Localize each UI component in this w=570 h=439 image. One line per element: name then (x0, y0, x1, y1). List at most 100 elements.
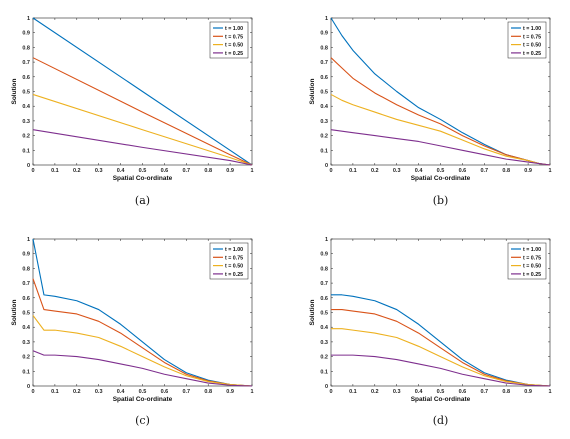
series-line-4 (331, 354, 551, 387)
legend-label: t = 0.25 (523, 51, 541, 57)
subfigure-caption: (d) (433, 414, 449, 427)
y-axis-label: Solution (11, 78, 18, 104)
legend-label: t = 0.50 (523, 43, 541, 49)
x-tick-label: 1 (250, 389, 253, 395)
x-tick-label: 1 (548, 389, 551, 395)
y-tick-label: 0.9 (22, 31, 30, 37)
x-tick-label: 0 (31, 389, 34, 395)
x-axis-label: Spatial Co-ordinate (113, 396, 173, 403)
y-tick-label: 0.8 (22, 266, 30, 272)
y-tick-label: 0 (27, 163, 30, 169)
x-tick-label: 1 (548, 168, 551, 174)
legend-label: t = 0.75 (225, 34, 243, 40)
y-tick-label: 0.1 (22, 369, 30, 375)
x-tick-label: 0.7 (182, 389, 190, 395)
x-tick-label: 0.3 (95, 168, 103, 174)
legend-label: t = 0.50 (225, 264, 243, 270)
legend: t = 1.00 t = 0.75 t = 0.50 t = 0.25 (209, 242, 249, 280)
x-tick-label: 0.8 (204, 168, 212, 174)
series-line-2 (32, 278, 253, 387)
x-axis-label: Spatial Co-ordinate (411, 175, 471, 182)
legend-label: t = 0.75 (225, 255, 243, 261)
y-tick-label: 0.5 (320, 311, 328, 317)
x-tick-label: 0.6 (459, 389, 467, 395)
x-tick-label: 0 (31, 168, 34, 174)
y-axis-label: Solution (309, 78, 316, 104)
y-tick-label: 0.2 (22, 134, 30, 140)
y-tick-label: 0.3 (22, 340, 30, 346)
chart-panel-2: 0 0.1 0.2 0.3 0.4 0.5 0.6 0.7 0.8 0.9 1 0 0.1 0.2 0.3 0… (309, 16, 552, 207)
y-tick-label: 0.4 (320, 325, 329, 331)
x-tick-label: 0.2 (73, 389, 81, 395)
y-tick-label: 0.2 (320, 134, 328, 140)
y-tick-label: 0.5 (22, 311, 30, 317)
x-tick-label: 0.7 (480, 389, 488, 395)
y-tick-label: 0.8 (320, 45, 328, 51)
x-tick-label: 1 (250, 168, 253, 174)
x-tick-label: 0.8 (502, 389, 510, 395)
legend-label: t = 0.50 (225, 43, 243, 49)
y-tick-label: 0 (325, 163, 328, 169)
y-axis-label: Solution (309, 299, 316, 325)
y-tick-label: 0.5 (22, 90, 30, 96)
x-tick-label: 0.2 (73, 168, 81, 174)
y-tick-label: 0.4 (22, 104, 31, 110)
y-tick-label: 0.3 (22, 119, 30, 125)
y-tick-label: 0.6 (22, 296, 30, 302)
legend: t = 1.00 t = 0.75 t = 0.50 t = 0.25 (507, 242, 547, 280)
legend-label: t = 0.25 (523, 272, 541, 278)
x-tick-label: 0.4 (415, 168, 424, 174)
legend: t = 1.00 t = 0.75 t = 0.50 t = 0.25 (507, 21, 547, 59)
y-tick-label: 0 (27, 384, 30, 390)
x-axis-label: Spatial Co-ordinate (113, 175, 173, 182)
x-tick-label: 0.6 (459, 168, 467, 174)
x-tick-label: 0.5 (139, 168, 147, 174)
y-tick-label: 0 (325, 384, 328, 390)
legend-label: t = 1.00 (523, 26, 541, 32)
y-tick-label: 0.1 (320, 369, 328, 375)
legend-label: t = 1.00 (225, 26, 243, 32)
legend-label: t = 0.25 (225, 51, 243, 57)
x-tick-label: 0.3 (393, 389, 401, 395)
legend: t = 1.00 t = 0.75 t = 0.50 t = 0.25 (209, 21, 249, 59)
y-tick-label: 0.2 (320, 355, 328, 361)
x-tick-label: 0.9 (524, 389, 532, 395)
y-tick-label: 0.1 (320, 148, 328, 154)
series-line-4 (32, 350, 253, 387)
x-tick-label: 0.9 (226, 389, 234, 395)
y-tick-label: 0.8 (22, 45, 30, 51)
x-axis-label: Spatial Co-ordinate (411, 396, 471, 403)
y-tick-label: 0.9 (320, 252, 328, 258)
y-tick-label: 0.9 (320, 31, 328, 37)
subfigure-caption: (a) (135, 194, 150, 207)
y-tick-label: 0.3 (320, 119, 328, 125)
x-tick-label: 0.3 (95, 389, 103, 395)
series-line-1 (331, 294, 551, 387)
series-line-4 (330, 129, 551, 166)
x-tick-label: 0.6 (161, 168, 169, 174)
y-tick-label: 1 (325, 16, 328, 22)
x-tick-label: 0.6 (161, 389, 169, 395)
subfigure-caption: (c) (135, 414, 150, 427)
y-tick-label: 1 (27, 16, 30, 22)
x-tick-label: 0.5 (139, 389, 147, 395)
y-tick-label: 0.5 (320, 90, 328, 96)
series-line-3 (32, 315, 253, 387)
x-tick-label: 0.9 (226, 168, 234, 174)
x-tick-label: 0 (329, 168, 332, 174)
series-line-2 (330, 57, 551, 166)
series-line-2 (331, 309, 551, 387)
y-tick-label: 0.3 (320, 340, 328, 346)
x-tick-label: 0.5 (437, 389, 445, 395)
x-tick-label: 0.4 (415, 389, 424, 395)
y-tick-label: 1 (325, 237, 328, 243)
series-line-1 (32, 17, 253, 166)
x-tick-label: 0.8 (502, 168, 510, 174)
series-line-3 (331, 328, 551, 387)
y-tick-label: 0.7 (22, 60, 30, 66)
x-tick-label: 0.1 (51, 168, 59, 174)
x-tick-label: 0.7 (480, 168, 488, 174)
legend-label: t = 0.75 (523, 34, 541, 40)
y-axis-label: Solution (11, 299, 18, 325)
y-tick-label: 1 (27, 237, 30, 243)
